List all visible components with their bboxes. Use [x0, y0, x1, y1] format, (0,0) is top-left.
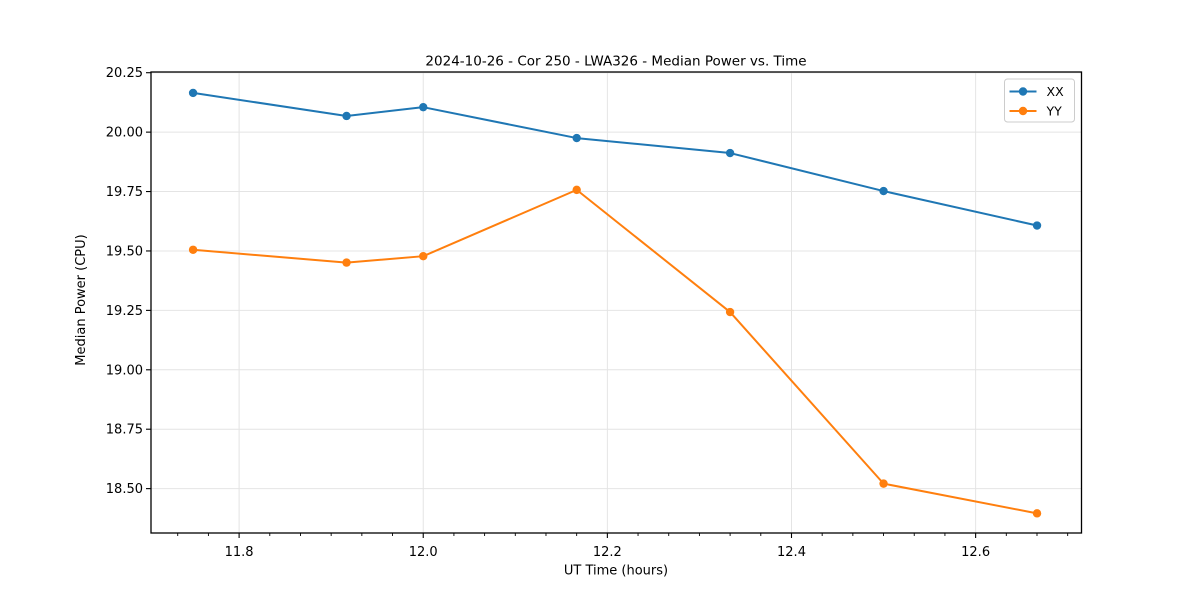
y-tick-label: 20.25	[106, 66, 143, 81]
legend-marker	[1018, 87, 1028, 96]
x-tick-label: 11.8	[225, 545, 254, 560]
series-layer	[188, 88, 1042, 518]
data-point	[188, 88, 198, 98]
data-point	[725, 307, 735, 317]
series-markers-XX	[188, 88, 1042, 230]
grid-layer	[151, 72, 1082, 533]
y-tick-label: 19.50	[106, 244, 143, 259]
x-tick-label: 12.2	[593, 545, 622, 560]
axes-layer: 11.8 12.0 12.2 12.4 12.6 18.50 18.75 19.00 19.25…	[106, 66, 1083, 560]
data-point	[188, 245, 198, 254]
y-tick-label: 18.75	[106, 423, 143, 438]
data-point	[419, 251, 428, 261]
x-tick-label: 12.6	[961, 545, 990, 560]
series-line-XX	[192, 91, 1038, 227]
plot-spines	[150, 71, 1083, 534]
y-tick-label: 19.00	[106, 363, 143, 378]
y-axis-label: Median Power (CPU)	[74, 234, 89, 365]
legend-box	[1004, 78, 1075, 123]
legend: XX YY	[1004, 78, 1075, 123]
data-point	[342, 111, 351, 121]
legend-entry-XX: XX	[1009, 84, 1065, 99]
x-axis-label: UT Time (hours)	[564, 564, 668, 579]
data-point	[342, 258, 351, 267]
data-point	[572, 185, 581, 195]
series-markers-YY	[188, 185, 1042, 518]
legend-label: YY	[1046, 104, 1063, 119]
data-point	[879, 186, 888, 196]
y-tick-label: 20.00	[106, 126, 143, 141]
y-tick-label: 19.25	[106, 304, 143, 319]
x-tick-label: 12.4	[777, 545, 806, 560]
series-line-YY	[192, 188, 1038, 515]
y-tick-label: 19.75	[106, 185, 143, 200]
data-point	[572, 133, 581, 143]
data-point	[725, 148, 735, 158]
data-point	[879, 479, 888, 488]
data-point	[1032, 221, 1042, 230]
data-point	[419, 102, 428, 112]
x-tick-label: 12.0	[409, 545, 438, 560]
chart-title: 2024-10-26 - Cor 250 - LWA326 - Median P…	[425, 54, 806, 70]
legend-label: XX	[1047, 84, 1065, 99]
y-tick-label: 18.50	[106, 482, 143, 497]
data-point	[1032, 509, 1042, 518]
legend-entry-YY: YY	[1009, 104, 1063, 119]
legend-marker	[1018, 106, 1028, 116]
